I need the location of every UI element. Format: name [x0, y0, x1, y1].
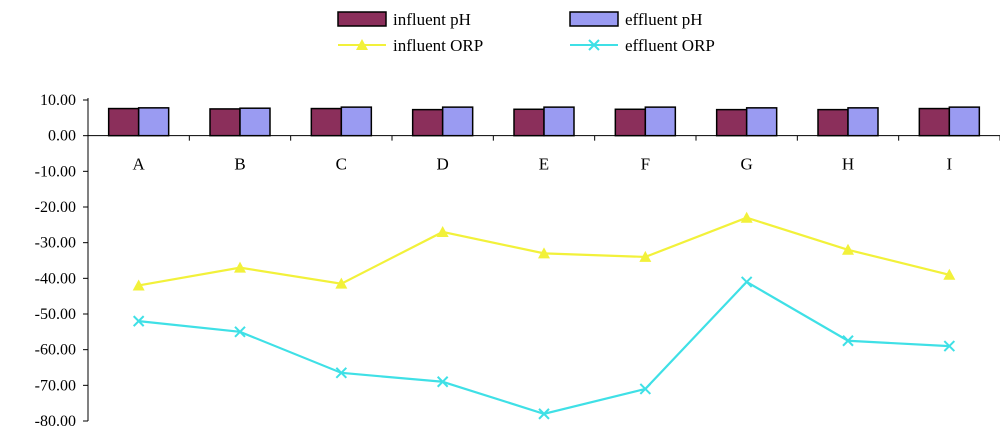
y-tick-label: -80.00: [35, 413, 76, 429]
x-tick-label: C: [336, 155, 347, 174]
legend-item: effluent ORP: [570, 36, 715, 55]
marker-x-stroke: [234, 326, 246, 338]
axes: 10.00 0.00 -10.00 -20.00 -30.00 -40.00 -50.00 -…: [35, 92, 1000, 429]
legend: influent pH effluent pH influent ORP efflue…: [337, 10, 715, 55]
marker-x: [842, 335, 854, 347]
y-tick-label: -70.00: [35, 377, 76, 394]
marker-x-stroke: [639, 383, 652, 395]
marker-triangle: [538, 247, 550, 259]
marker-x-stroke: [436, 376, 449, 388]
marker-x: [639, 383, 652, 395]
bar-influent-ph: [411, 108, 444, 137]
y-tick-label: -20.00: [35, 199, 76, 216]
bar-influent-ph: [513, 108, 545, 137]
marker-x: [740, 276, 753, 288]
bar-effluent-ph: [441, 106, 474, 137]
legend-swatch: [569, 11, 619, 27]
x-tick-label: H: [842, 155, 854, 174]
series-effluent-orp: [132, 276, 956, 420]
bar-effluent-ph: [543, 106, 575, 137]
legend-marker-triangle: [356, 39, 368, 50]
bar-influent-ph: [918, 107, 951, 137]
marker-x-stroke: [538, 408, 550, 420]
marker-x-stroke: [335, 367, 348, 379]
marker-triangle: [943, 268, 956, 280]
legend-label: effluent ORP: [625, 36, 715, 55]
y-tick-label: -10.00: [35, 163, 76, 180]
bar-influent-ph: [715, 108, 748, 137]
x-tick-label: I: [946, 155, 952, 174]
marker-x-stroke: [943, 340, 956, 352]
series-influent-orp: [132, 211, 956, 291]
y-tick-label: -50.00: [35, 306, 76, 323]
bar-effluent-ph: [239, 107, 271, 137]
legend-item: influent ORP: [338, 36, 483, 55]
bar-effluent-ph: [340, 106, 373, 137]
legend-swatch: [337, 11, 387, 27]
bar-influent-ph: [107, 107, 140, 137]
y-tick-label: -30.00: [35, 235, 76, 252]
x-tick-label: G: [741, 155, 753, 174]
marker-triangle: [842, 243, 854, 255]
legend-label: effluent pH: [625, 10, 703, 29]
x-tick-label: A: [133, 155, 146, 174]
marker-x: [335, 367, 348, 379]
bar-effluent-ph: [847, 107, 879, 137]
marker-x-stroke: [132, 315, 145, 327]
bar-effluent-ph: [948, 106, 981, 137]
marker-triangle: [639, 250, 652, 262]
bar-influent-ph: [310, 107, 343, 137]
y-tick-label: 0.00: [48, 128, 76, 145]
x-tick-label: F: [641, 155, 650, 174]
bar-influent-ph: [209, 108, 241, 137]
marker-triangle: [335, 277, 348, 289]
marker-x: [234, 326, 246, 338]
y-tick-label: 10.00: [40, 92, 76, 109]
bar-influent-ph: [817, 108, 849, 137]
bar-effluent-ph: [137, 107, 170, 137]
marker-x: [132, 315, 145, 327]
marker-triangle: [740, 211, 753, 223]
series-line: [138, 280, 950, 416]
marker-triangle: [436, 225, 449, 237]
x-tick-label: E: [539, 155, 549, 174]
y-tick-label: -40.00: [35, 270, 76, 287]
legend-label: influent pH: [393, 10, 471, 29]
legend-marker-x: [588, 39, 600, 51]
legend-item: effluent pH: [569, 10, 703, 29]
x-tick-label: D: [437, 155, 449, 174]
marker-triangle: [234, 261, 246, 273]
marker-x-stroke: [842, 335, 854, 347]
marker-triangle: [132, 279, 145, 291]
marker-x: [943, 340, 956, 352]
marker-x: [538, 408, 550, 420]
bar-effluent-ph: [745, 107, 778, 137]
marker-x-stroke: [740, 276, 753, 288]
legend-label: influent ORP: [393, 36, 483, 55]
bar-effluent-ph: [644, 106, 677, 137]
bar-influent-ph: [614, 108, 647, 137]
marker-x: [436, 376, 449, 388]
bars: [107, 106, 981, 137]
legend-item: influent pH: [337, 10, 471, 29]
y-tick-label: -60.00: [35, 342, 76, 359]
x-tick-label: B: [234, 155, 245, 174]
